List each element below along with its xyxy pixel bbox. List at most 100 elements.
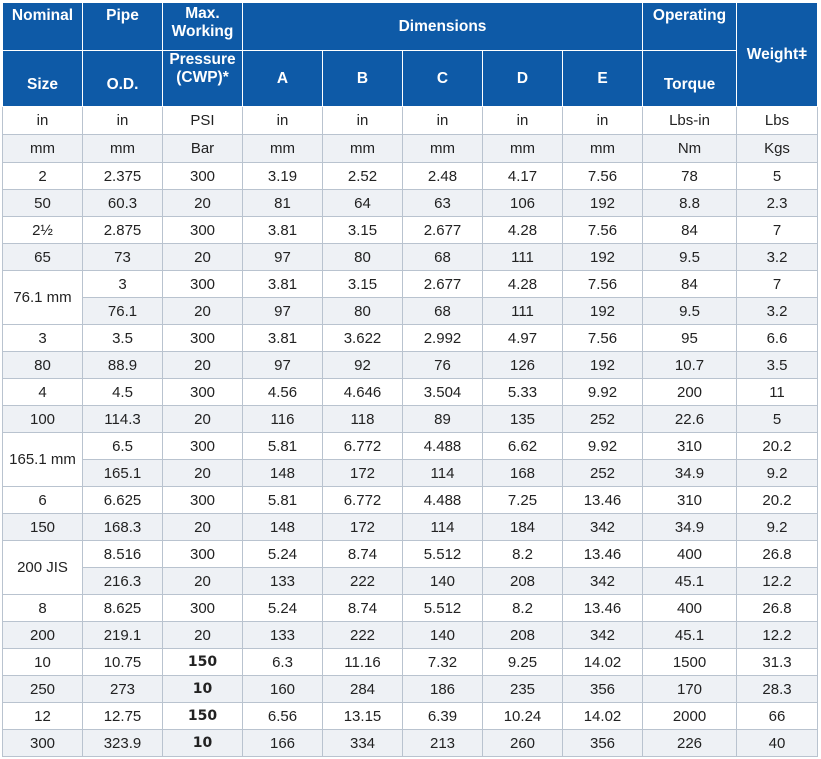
table-cell: 26.8 (736, 594, 818, 622)
table-cell: 97 (242, 351, 323, 379)
table-row: 216.3 20 133 222 140 208 342 45.1 12.2 (3, 567, 818, 595)
table-cell: 111 (482, 297, 563, 325)
table-cell: 13.46 (562, 540, 643, 568)
table-cell: 7.32 (402, 648, 483, 676)
table-cell: 5.24 (242, 594, 323, 622)
unit-cell: in (482, 106, 563, 135)
table-cell: 140 (402, 621, 483, 649)
unit-cell: Nm (642, 134, 737, 163)
nominal-size-cell: 6 (2, 486, 83, 514)
table-row: 200 219.1 20 133 222 140 208 342 45.1 12.2 (2, 621, 818, 649)
table-cell: 31.3 (736, 648, 818, 676)
table-cell: 150 (162, 702, 243, 730)
unit-cell: PSI (162, 106, 243, 135)
nominal-size-cell: 2 (2, 162, 83, 190)
nominal-size-cell: 250 (2, 675, 83, 703)
table-cell: 2.677 (402, 270, 483, 298)
table-cell: 6.3 (242, 648, 323, 676)
table-cell: 14.02 (562, 702, 643, 730)
table-cell: 4.17 (482, 162, 563, 190)
table-cell: 3.5 (736, 351, 818, 379)
header-dim-e: E (562, 50, 643, 107)
table-cell: 13.46 (562, 486, 643, 514)
table-cell: 3.81 (242, 324, 323, 352)
table-cell: 13.15 (322, 702, 403, 730)
table-cell: 20 (162, 405, 243, 433)
table-cell: 114.3 (82, 405, 163, 433)
table-cell: 300 (162, 594, 243, 622)
table-cell: 219.1 (82, 621, 163, 649)
table-cell: 208 (482, 567, 563, 595)
nominal-size-cell: 2½ (2, 216, 83, 244)
header-operating-torque: Operating (642, 2, 737, 51)
nominal-size-cell: 76.1 mm (2, 270, 83, 325)
table-cell: 68 (402, 297, 483, 325)
table-cell: 400 (642, 540, 737, 568)
table-cell: 213 (402, 729, 483, 757)
table-cell: 135 (482, 405, 563, 433)
table-row: 65 73 20 97 80 68 111 192 9.5 3.2 (2, 243, 818, 271)
table-cell: 4.28 (482, 216, 563, 244)
table-cell: 3.5 (82, 324, 163, 352)
header-weight: Weightǂ (736, 2, 818, 107)
unit-cell: Lbs (736, 106, 818, 135)
table-cell: 76.1 (82, 297, 163, 325)
table-cell: 64 (322, 189, 403, 217)
table-cell: 2.677 (402, 216, 483, 244)
table-row: 4 4.5 300 4.56 4.646 3.504 5.33 9.92 200 11 (2, 378, 818, 406)
nominal-size-cell: 80 (2, 351, 83, 379)
table-cell: 140 (402, 567, 483, 595)
table-row: 76.1 mm 3 300 3.81 3.15 2.677 4.28 7.56 84 7 (2, 270, 818, 325)
units-metric-row: mm mm Bar mm mm mm mm mm Nm Kgs (2, 134, 818, 163)
table-cell: 200 (642, 378, 737, 406)
table-cell: 20 (162, 189, 243, 217)
table-cell: 300 (162, 162, 243, 190)
table-row: 10 10.75 150 6.3 11.16 7.32 9.25 14.02 1500 31.3 (2, 648, 818, 676)
table-cell: 2.48 (402, 162, 483, 190)
table-cell: 300 (162, 540, 243, 568)
table-cell: 252 (562, 405, 643, 433)
nominal-size-cell: 300 (2, 729, 83, 757)
nominal-size-cell: 50 (2, 189, 83, 217)
table-cell: 45.1 (642, 621, 737, 649)
unit-cell: in (402, 106, 483, 135)
table-cell: 160 (242, 675, 323, 703)
table-cell: 300 (162, 378, 243, 406)
table-cell: 114 (402, 459, 483, 487)
units-imperial-row: in in PSI in in in in in Lbs-in Lbs (2, 106, 818, 135)
table-cell: 260 (482, 729, 563, 757)
table-cell: 81 (242, 189, 323, 217)
header-pipe-od: Pipe (82, 2, 163, 51)
unit-cell: in (2, 106, 83, 135)
table-cell: 8.8 (642, 189, 737, 217)
table-cell: 6.6 (736, 324, 818, 352)
table-cell: 80 (322, 297, 403, 325)
table-cell: 66 (736, 702, 818, 730)
table-cell: 150 (162, 648, 243, 676)
header-od: O.D. (82, 50, 163, 107)
unit-cell: Lbs-in (642, 106, 737, 135)
table-cell: 28.3 (736, 675, 818, 703)
table-cell: 12.2 (736, 567, 818, 595)
unit-cell: in (322, 106, 403, 135)
header-dim-d: D (482, 50, 563, 107)
table-cell: 5.81 (242, 486, 323, 514)
table-cell: 148 (242, 513, 323, 541)
table-cell: 300 (162, 432, 243, 460)
table-cell: 342 (562, 567, 643, 595)
unit-cell: mm (2, 134, 83, 163)
table-cell: 20 (162, 459, 243, 487)
table-cell: 133 (242, 567, 323, 595)
table-cell: 9.92 (562, 378, 643, 406)
table-cell: 114 (402, 513, 483, 541)
table-cell: 118 (322, 405, 403, 433)
table-cell: 2.875 (82, 216, 163, 244)
table-cell: 334 (322, 729, 403, 757)
table-cell: 10 (162, 729, 243, 757)
table-cell: 6.772 (322, 432, 403, 460)
table-cell: 342 (562, 513, 643, 541)
table-cell: 13.46 (562, 594, 643, 622)
table-cell: 3 (82, 270, 163, 298)
table-cell: 222 (322, 621, 403, 649)
table-cell: 5.512 (402, 594, 483, 622)
